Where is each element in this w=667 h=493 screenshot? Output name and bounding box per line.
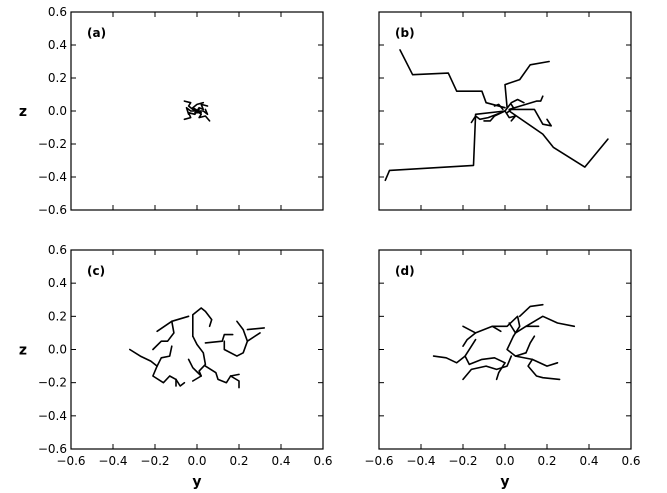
panel-d-series-7 (462, 355, 513, 381)
panel-b-series-3 (504, 60, 550, 109)
panel-c-series-1 (152, 320, 175, 351)
panel-d-xlabel: y (500, 474, 509, 490)
panel-c-xtick-label-4: 0.2 (229, 454, 248, 468)
panel-b-frame (378, 11, 632, 211)
panel-a-ytick-label-1: 0.4 (48, 38, 67, 52)
panel-d-xtick-label-3: 0.0 (495, 454, 514, 468)
panel-c-ytick-label-2: 0.2 (48, 309, 67, 323)
panel-a-ytick-label-2: 0.2 (48, 71, 67, 85)
panel-d-series-2 (432, 338, 477, 364)
panel-b-series-8 (504, 98, 525, 112)
panel-a-series-5 (185, 106, 198, 116)
panel-b-series-10 (493, 103, 504, 111)
panel-c-frame (70, 249, 324, 450)
panel-b-series-6 (470, 111, 502, 124)
panel-a-ytick-label-6: −0.6 (38, 203, 67, 217)
panel-c-ytick-label-6: −0.6 (38, 442, 67, 456)
panel-d-series-4 (491, 315, 521, 338)
panel-c-series-4 (192, 335, 207, 377)
panel-a-frame (70, 11, 324, 211)
panel-d-series-12 (518, 303, 544, 318)
panel-c-ytick-label-5: −0.4 (38, 409, 67, 423)
panel-a-series-6 (192, 101, 205, 114)
panel-d-series-6 (506, 335, 527, 357)
panel-b-series-5 (508, 95, 544, 111)
panel-d-series-0 (462, 325, 477, 348)
panel-a-ytick-label-5: −0.4 (38, 170, 67, 184)
panel-c-xtick-label-3: 0.0 (187, 454, 206, 468)
panel-d-series-1 (474, 325, 502, 334)
panel-d-series-9 (525, 335, 536, 354)
panel-c-label: (c) (87, 264, 105, 278)
panel-d-xtick-label-0: −0.6 (364, 454, 393, 468)
panel-d-series-13 (495, 361, 506, 381)
panel-b-series-11 (506, 103, 515, 114)
panel-c-ytick-label-0: 0.6 (48, 243, 67, 257)
panel-c-ytick-label-3: 0.0 (48, 343, 67, 357)
panel-b-series-1 (384, 110, 506, 182)
panel-c-series-12 (236, 320, 249, 343)
panel-a-ylabel: z (19, 104, 27, 120)
panel-c-series-10 (204, 333, 234, 344)
panel-c-xtick-label-0: −0.6 (56, 454, 85, 468)
panel-c-series-11 (223, 332, 261, 357)
panel-b-series-4 (510, 108, 553, 127)
panel-d-xtick-label-6: 0.6 (621, 454, 640, 468)
panel-b-series-0 (399, 49, 506, 109)
panel-d-series-11 (525, 315, 576, 328)
panel-c-xtick-label-6: 0.6 (313, 454, 332, 468)
panel-d-series-8 (514, 355, 559, 367)
panel-c-series-9 (175, 378, 186, 387)
panel-d-series-10 (527, 358, 561, 381)
panel-d-label: (d) (395, 264, 415, 278)
panel-c-xtick-label-2: −0.2 (140, 454, 169, 468)
panel-d-frame (378, 249, 632, 450)
panel-a-series-4 (196, 108, 209, 116)
panel-a-label: (a) (87, 26, 106, 40)
panel-c-series-13 (246, 327, 266, 331)
panel-c-series-7 (204, 365, 240, 384)
panel-d-xtick-label-2: −0.2 (448, 454, 477, 468)
panel-c-ytick-label-1: 0.4 (48, 276, 67, 290)
panel-c-series-3 (152, 365, 177, 387)
panel-b-series-2 (508, 110, 609, 168)
panel-b-series-7 (483, 110, 506, 122)
panel-d-xtick-label-1: −0.4 (406, 454, 435, 468)
panel-c-xlabel: y (192, 474, 201, 490)
panel-c-xtick-label-5: 0.4 (271, 454, 290, 468)
panel-d-series-5 (508, 322, 540, 334)
panel-c-series-5 (192, 307, 213, 338)
panel-a-ytick-label-4: −0.2 (38, 137, 67, 151)
panel-c-series-8 (229, 375, 240, 389)
panel-b-label: (b) (395, 26, 415, 40)
panel-d-series-3 (464, 355, 506, 366)
panel-b-series-9 (504, 110, 517, 122)
panel-c-ylabel: z (19, 343, 27, 359)
panel-c-xtick-label-1: −0.4 (98, 454, 127, 468)
panel-a-ytick-label-0: 0.6 (48, 5, 67, 19)
panel-a-series-0 (196, 103, 209, 112)
panel-a-ytick-label-3: 0.0 (48, 104, 67, 118)
panel-c-series-2 (129, 345, 173, 367)
panel-c-series-6 (187, 358, 202, 382)
panel-a-series-1 (183, 100, 198, 112)
panel-d-xtick-label-4: 0.2 (537, 454, 556, 468)
panel-c-ytick-label-4: −0.2 (38, 376, 67, 390)
panel-d-xtick-label-5: 0.4 (579, 454, 598, 468)
